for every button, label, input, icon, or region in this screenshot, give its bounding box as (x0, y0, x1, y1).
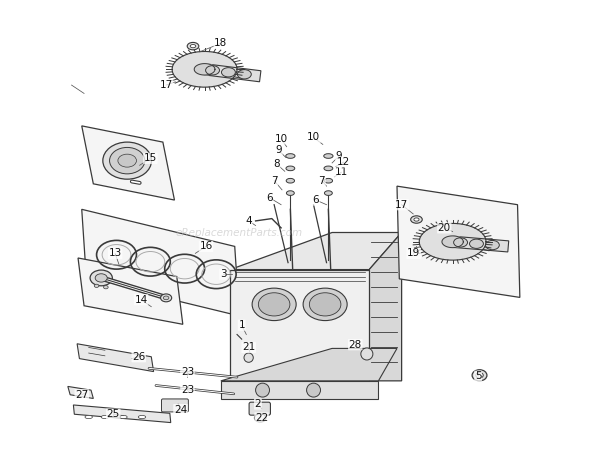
Ellipse shape (324, 191, 332, 195)
Text: 15: 15 (144, 153, 157, 163)
Polygon shape (82, 209, 240, 316)
Text: 16: 16 (199, 241, 212, 252)
Ellipse shape (205, 66, 219, 75)
Ellipse shape (470, 239, 483, 248)
Text: 24: 24 (174, 405, 187, 415)
Text: 17: 17 (159, 80, 173, 90)
Text: 9: 9 (336, 151, 342, 161)
Text: 1: 1 (238, 320, 245, 330)
Ellipse shape (237, 70, 251, 79)
Ellipse shape (454, 238, 467, 247)
Ellipse shape (324, 154, 333, 158)
Ellipse shape (414, 218, 419, 221)
Text: 9: 9 (276, 146, 282, 155)
Polygon shape (172, 52, 237, 87)
Ellipse shape (258, 293, 290, 316)
Polygon shape (204, 64, 261, 82)
Ellipse shape (94, 284, 99, 287)
Ellipse shape (254, 414, 266, 422)
Ellipse shape (252, 288, 296, 320)
Ellipse shape (324, 166, 333, 171)
Text: 6: 6 (266, 193, 273, 203)
Ellipse shape (303, 288, 347, 320)
Ellipse shape (472, 370, 487, 381)
Text: 21: 21 (242, 343, 255, 352)
Polygon shape (194, 64, 215, 75)
Text: 19: 19 (407, 248, 420, 259)
Polygon shape (78, 258, 183, 324)
Circle shape (361, 348, 373, 360)
Text: 10: 10 (307, 133, 320, 142)
Ellipse shape (187, 42, 199, 50)
Ellipse shape (309, 293, 341, 316)
Ellipse shape (324, 179, 333, 183)
Text: 28: 28 (349, 340, 362, 350)
Text: 8: 8 (273, 159, 280, 169)
Ellipse shape (221, 67, 235, 77)
Text: 17: 17 (395, 199, 408, 210)
Text: 23: 23 (181, 385, 194, 395)
Polygon shape (230, 270, 369, 381)
Ellipse shape (103, 286, 108, 289)
Polygon shape (68, 386, 93, 399)
Text: 27: 27 (75, 390, 88, 400)
Text: 11: 11 (335, 167, 348, 177)
Ellipse shape (411, 216, 422, 223)
Text: 23: 23 (181, 366, 194, 377)
Circle shape (307, 383, 320, 397)
Ellipse shape (286, 191, 294, 195)
Ellipse shape (160, 294, 172, 302)
Text: 4: 4 (245, 216, 252, 226)
Text: 12: 12 (337, 157, 350, 167)
Text: 7: 7 (271, 176, 277, 186)
Ellipse shape (118, 154, 136, 167)
Ellipse shape (286, 179, 294, 183)
Text: 14: 14 (135, 295, 148, 305)
FancyBboxPatch shape (249, 402, 270, 415)
Text: 10: 10 (274, 134, 288, 144)
Polygon shape (369, 232, 402, 381)
Polygon shape (221, 381, 378, 399)
Polygon shape (230, 232, 402, 270)
Ellipse shape (110, 147, 145, 174)
Text: eReplacementParts.com: eReplacementParts.com (176, 227, 303, 238)
Ellipse shape (85, 415, 93, 418)
Text: 25: 25 (107, 409, 120, 419)
Text: 5: 5 (475, 371, 481, 381)
Text: 26: 26 (132, 352, 145, 362)
Ellipse shape (476, 372, 483, 378)
Polygon shape (442, 236, 463, 248)
Polygon shape (77, 344, 153, 372)
Text: 22: 22 (255, 413, 268, 423)
Ellipse shape (103, 142, 152, 179)
Circle shape (244, 353, 253, 362)
Text: 20: 20 (438, 223, 451, 233)
Ellipse shape (138, 415, 146, 418)
Polygon shape (419, 223, 486, 260)
Polygon shape (397, 186, 520, 298)
Ellipse shape (486, 240, 499, 250)
FancyBboxPatch shape (162, 399, 188, 412)
Polygon shape (82, 126, 175, 200)
Text: 3: 3 (220, 269, 227, 279)
Circle shape (255, 383, 270, 397)
Ellipse shape (101, 415, 109, 418)
Text: 7: 7 (319, 176, 325, 186)
Polygon shape (452, 236, 509, 252)
Text: 6: 6 (313, 195, 319, 205)
Ellipse shape (286, 166, 295, 171)
Ellipse shape (90, 270, 112, 286)
Polygon shape (73, 405, 171, 423)
Text: 18: 18 (214, 38, 228, 48)
Text: 13: 13 (109, 248, 122, 259)
Text: 2: 2 (255, 399, 261, 409)
Ellipse shape (120, 415, 127, 418)
Ellipse shape (95, 274, 107, 282)
Ellipse shape (190, 45, 196, 48)
Polygon shape (221, 348, 397, 381)
Ellipse shape (286, 154, 295, 158)
Ellipse shape (163, 296, 169, 300)
